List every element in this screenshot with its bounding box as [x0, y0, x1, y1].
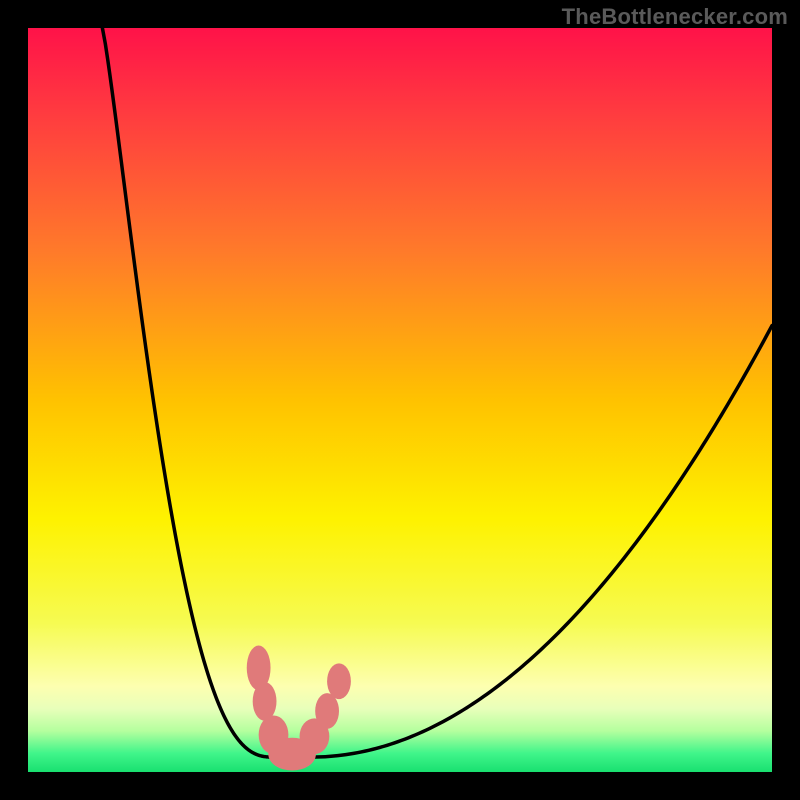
- chart-stage: TheBottlenecker.com: [0, 0, 800, 800]
- watermark-text: TheBottlenecker.com: [562, 4, 788, 30]
- bottleneck-chart: [0, 0, 800, 800]
